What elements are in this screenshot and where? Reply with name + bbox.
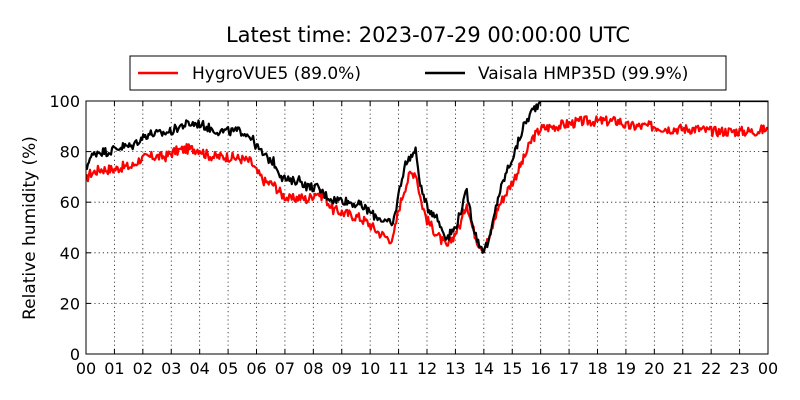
x-tick-label: 21 bbox=[673, 359, 693, 378]
x-tick-label: 04 bbox=[189, 359, 209, 378]
x-tick-label: 02 bbox=[133, 359, 153, 378]
chart-title: Latest time: 2023-07-29 00:00:00 UTC bbox=[226, 23, 630, 47]
x-tick-label: 05 bbox=[218, 359, 238, 378]
legend-label-hygrovue5: HygroVUE5 (89.0%) bbox=[192, 64, 361, 84]
y-tick-label: 100 bbox=[49, 92, 80, 111]
y-tick-label: 40 bbox=[60, 244, 80, 263]
x-tick-label: 14 bbox=[474, 359, 494, 378]
series-line-1 bbox=[86, 101, 768, 254]
x-tick-label: 22 bbox=[701, 359, 721, 378]
x-tick-label: 10 bbox=[360, 359, 380, 378]
x-tick-label: 09 bbox=[332, 359, 352, 378]
y-tick-label: 20 bbox=[60, 294, 80, 313]
y-tick-label: 60 bbox=[60, 193, 80, 212]
x-tick-label: 08 bbox=[303, 359, 323, 378]
x-tick-label: 13 bbox=[445, 359, 465, 378]
x-tick-label: 18 bbox=[587, 359, 607, 378]
grid bbox=[86, 101, 768, 354]
y-axis-label: Relative humidity (%) bbox=[20, 136, 40, 320]
x-tick-label: 07 bbox=[275, 359, 295, 378]
x-tick-label: 00 bbox=[758, 359, 778, 378]
y-tick-label: 80 bbox=[60, 143, 80, 162]
x-tick-label: 06 bbox=[246, 359, 266, 378]
x-tick-label: 01 bbox=[104, 359, 124, 378]
series-line-0 bbox=[86, 115, 768, 254]
x-tick-label: 19 bbox=[616, 359, 636, 378]
x-tick-label: 12 bbox=[417, 359, 437, 378]
ticks: 00 01 02 03 04 05 06 07 08 09 10 11 12 13 14 15 16 17 18 19… bbox=[49, 92, 778, 378]
x-tick-label: 16 bbox=[530, 359, 550, 378]
legend: HygroVUE5 (89.0%) Vaisala HMP35D (99.9%) bbox=[129, 55, 727, 91]
x-tick-label: 00 bbox=[76, 359, 96, 378]
x-tick-label: 23 bbox=[729, 359, 749, 378]
x-tick-label: 15 bbox=[502, 359, 522, 378]
x-tick-label: 11 bbox=[388, 359, 408, 378]
y-tick-label: 0 bbox=[70, 345, 80, 364]
x-tick-label: 03 bbox=[161, 359, 181, 378]
x-tick-label: 17 bbox=[559, 359, 579, 378]
legend-label-vaisala: Vaisala HMP35D (99.9%) bbox=[478, 64, 688, 84]
series-layer bbox=[86, 101, 768, 254]
x-tick-label: 20 bbox=[644, 359, 664, 378]
